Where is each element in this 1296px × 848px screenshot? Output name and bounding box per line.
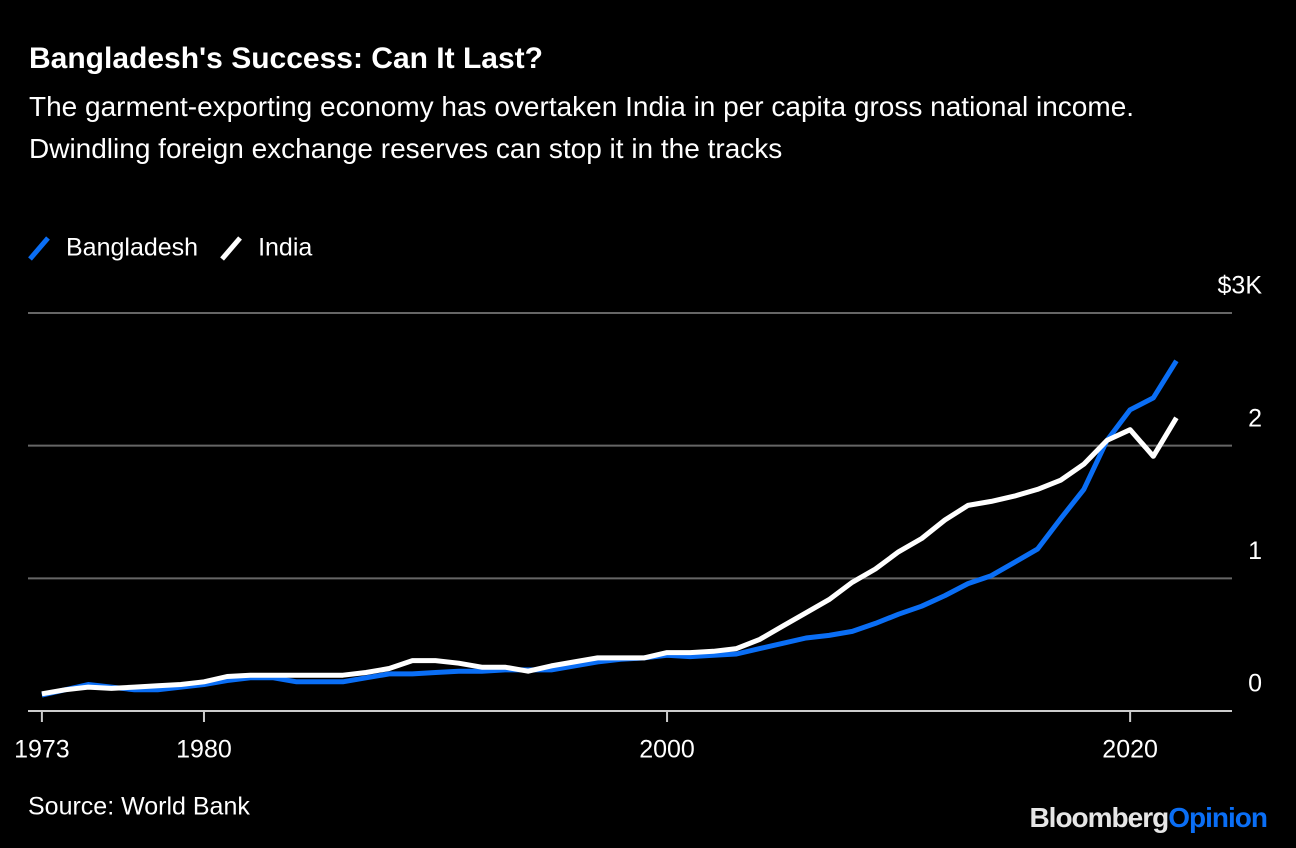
brand-section: Opinion xyxy=(1168,802,1267,833)
x-tick-label: 1973 xyxy=(14,736,70,764)
x-tick-label: 1980 xyxy=(176,736,232,764)
y-tick-label: 0 xyxy=(1248,670,1262,698)
y-tick-label: 2 xyxy=(1248,404,1262,432)
legend-swatch xyxy=(28,236,50,261)
source-note: Source: World Bank xyxy=(28,793,250,821)
series-line xyxy=(41,359,1179,698)
x-tick-label: 2020 xyxy=(1102,736,1158,764)
x-tick-label: 2000 xyxy=(639,736,695,764)
y-tick-label: 1 xyxy=(1248,537,1262,565)
legend-label: India xyxy=(258,234,312,262)
chart-subtitle: The garment-exporting economy has overta… xyxy=(29,91,1135,164)
chart-title: Bangladesh's Success: Can It Last? xyxy=(29,42,543,75)
legend-label: Bangladesh xyxy=(66,234,198,262)
brand-name: Bloomberg xyxy=(1029,802,1168,833)
series-line xyxy=(41,416,1179,697)
legend-swatch xyxy=(220,236,242,261)
y-tick-label: $3K xyxy=(1218,272,1263,300)
brand: BloombergOpinion xyxy=(1029,802,1267,833)
